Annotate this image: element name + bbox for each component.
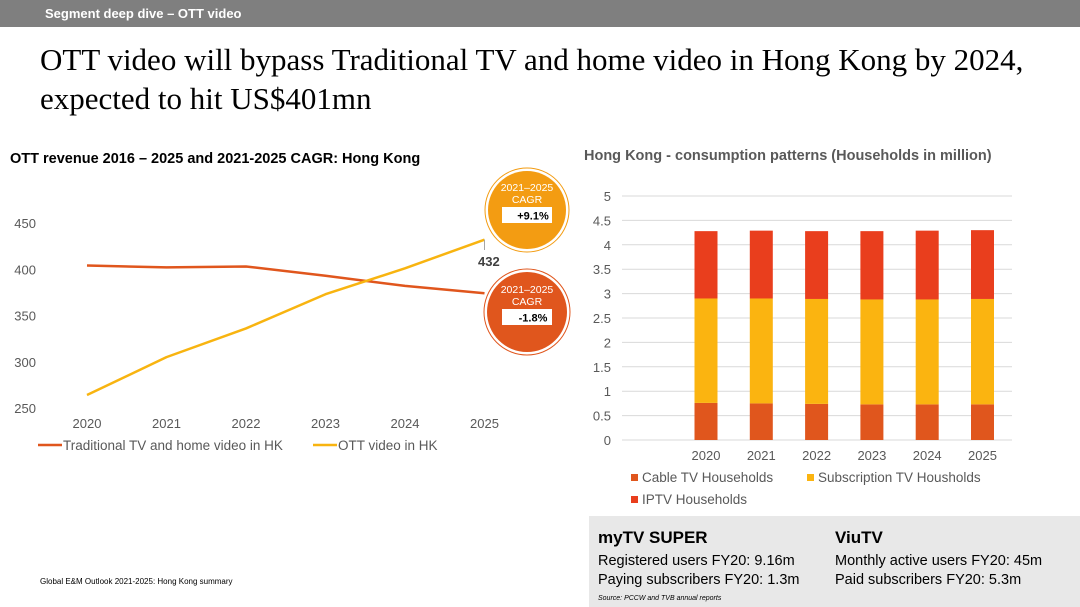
mytv-super-stats: myTV SUPER Registered users FY20: 9.16m …	[598, 528, 799, 590]
legend-label: Subscription TV Housholds	[818, 470, 981, 485]
line-x-tick-label: 2021	[152, 416, 181, 431]
page-title: OTT video will bypass Traditional TV and…	[40, 42, 1024, 116]
line-x-tick-label: 2022	[232, 416, 261, 431]
bar-y-tick-label: 0	[604, 433, 611, 448]
bar-x-tick-label: 2022	[802, 448, 831, 463]
bar-segment	[749, 403, 773, 440]
line-chart-title: OTT revenue 2016 – 2025 and 2021-2025 CA…	[10, 151, 421, 167]
legend-swatch	[807, 474, 814, 481]
bar-segment	[805, 298, 829, 404]
line-y-tick-label: 250	[14, 401, 36, 416]
series-line-traditional-tv	[86, 264, 485, 295]
source-note: Source: PCCW and TVB annual reports	[598, 595, 722, 602]
line-x-tick-label: 2025	[470, 416, 499, 431]
mytv-title: myTV SUPER	[598, 528, 708, 547]
line-x-tick-label: 2023	[311, 416, 340, 431]
legend-label: Cable TV Households	[642, 470, 773, 485]
series-line-ott-video	[86, 238, 485, 397]
bar-segment	[915, 299, 939, 405]
callout-period: 2021–2025	[501, 284, 554, 296]
mytv-registered-users: Registered users FY20: 9.16m	[598, 553, 795, 569]
bar-segment	[971, 298, 994, 405]
line-y-tick-label: 300	[14, 355, 36, 370]
callout-cagr-label: CAGR	[512, 194, 543, 206]
bar-y-tick-label: 5	[604, 189, 611, 204]
line-y-tick-label: 350	[14, 309, 36, 324]
legend-label: IPTV Households	[642, 492, 747, 507]
callout-value-box	[502, 207, 552, 223]
callout-cagr-label: CAGR	[512, 296, 543, 308]
mytv-paying-subscribers: Paying subscribers FY20: 1.3m	[598, 572, 800, 588]
bar-segment	[915, 230, 939, 300]
viutv-stats: ViuTV Monthly active users FY20: 45m Pai…	[835, 528, 1042, 590]
bar-x-tick-label: 2024	[913, 448, 942, 463]
legend-label: OTT video in HK	[338, 438, 438, 453]
bar-y-tick-label: 3.5	[593, 262, 611, 277]
line-x-tick-label: 2024	[391, 416, 420, 431]
callout-value-box	[502, 309, 552, 325]
line-x-tick-label: 2020	[73, 416, 102, 431]
platform-stats-box: myTV SUPER Registered users FY20: 9.16m …	[589, 516, 1080, 607]
legend-swatch	[631, 496, 638, 503]
bar-x-tick-label: 2025	[968, 448, 997, 463]
line-y-tick-label: 400	[14, 262, 36, 277]
footnote: Global E&M Outlook 2021-2025: Hong Kong …	[40, 577, 233, 586]
bar-segment	[971, 230, 994, 299]
viutv-monthly-active-users: Monthly active users FY20: 45m	[835, 553, 1043, 569]
bar-segment	[860, 231, 884, 300]
viutv-paid-subscribers: Paid subscribers FY20: 5.3m	[835, 572, 1022, 588]
bar-x-tick-label: 2020	[692, 448, 721, 463]
bar-segment	[805, 403, 829, 440]
callout-cagr-value: -1.8%	[519, 313, 548, 325]
bar-y-tick-label: 0.5	[593, 409, 611, 424]
bar-segment	[694, 402, 718, 440]
section-label: Segment deep dive – OTT video	[45, 6, 242, 21]
legend-label: Traditional TV and home video in HK	[63, 438, 283, 453]
bar-y-tick-label: 2	[604, 335, 611, 350]
ott-2025-value-label: 432	[478, 254, 500, 269]
legend-swatch	[631, 474, 638, 481]
viutv-title: ViuTV	[835, 528, 883, 547]
bar-x-tick-label: 2023	[857, 448, 886, 463]
callout-period: 2021–2025	[501, 182, 554, 194]
bar-segment	[805, 231, 829, 299]
bar-y-tick-label: 4	[604, 238, 611, 253]
bar-segment	[749, 298, 773, 404]
bar-y-tick-label: 4.5	[593, 213, 611, 228]
bar-chart-title: Hong Kong - consumption patterns (Househ…	[584, 148, 992, 164]
bar-segment	[860, 299, 884, 405]
bar-segment	[749, 230, 773, 299]
bar-segment	[694, 298, 718, 403]
bar-segment	[694, 231, 718, 299]
section-header-bar: Segment deep dive – OTT video	[0, 0, 1080, 27]
bar-y-tick-label: 1	[604, 384, 611, 399]
bar-y-tick-label: 3	[604, 287, 611, 302]
callout-cagr-value: +9.1%	[517, 211, 549, 223]
bar-y-tick-label: 1.5	[593, 360, 611, 375]
line-y-tick-label: 450	[14, 216, 36, 231]
bar-segment	[860, 404, 884, 440]
bar-y-tick-label: 2.5	[593, 311, 611, 326]
bar-segment	[971, 404, 994, 440]
bar-x-tick-label: 2021	[747, 448, 776, 463]
bar-segment	[915, 404, 939, 440]
